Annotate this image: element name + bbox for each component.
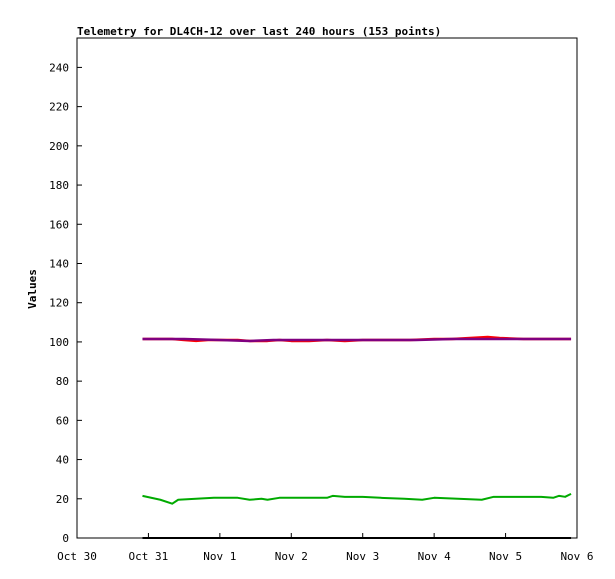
x-tick-label: Nov 5 [489, 550, 522, 563]
y-tick-label: 60 [56, 414, 69, 427]
x-tick-label: Nov 4 [418, 550, 451, 563]
x-tick-label: Oct 30 [57, 550, 97, 563]
y-tick-label: 240 [49, 61, 69, 74]
y-tick-label: 180 [49, 179, 69, 192]
y-tick-label: 160 [49, 218, 69, 231]
series-line-2 [142, 337, 572, 343]
y-tick-label: 100 [49, 336, 69, 349]
y-tick-label: 20 [56, 493, 69, 506]
series-group [142, 335, 572, 539]
y-tick-label: 0 [62, 532, 69, 545]
chart-title: Telemetry for DL4CH-12 over last 240 hou… [77, 25, 441, 38]
plot-frame [76, 37, 578, 539]
y-tick-label: 140 [49, 257, 69, 270]
x-tick-label: Nov 2 [275, 550, 308, 563]
series-line-3 [142, 492, 572, 505]
y-tick-label: 220 [49, 101, 69, 114]
y-tick-label: 120 [49, 297, 69, 310]
y-tick-label: 40 [56, 454, 69, 467]
x-tick-label: Nov 3 [346, 550, 379, 563]
x-tick-label: Nov 1 [203, 550, 236, 563]
x-axis: Oct 30 Oct 31 Nov 1 Nov 2 Nov 3 Nov 4 Nov 5 Nov… [57, 533, 594, 563]
y-tick-label: 200 [49, 140, 69, 153]
x-tick-label: Oct 31 [129, 550, 169, 563]
y-axis-label: Values [26, 269, 39, 309]
y-axis: 0 20 40 60 80 100 120 140 160 180 200 220 240 [49, 61, 82, 545]
y-tick-label: 80 [56, 375, 69, 388]
x-tick-label: Nov 6 [560, 550, 593, 563]
